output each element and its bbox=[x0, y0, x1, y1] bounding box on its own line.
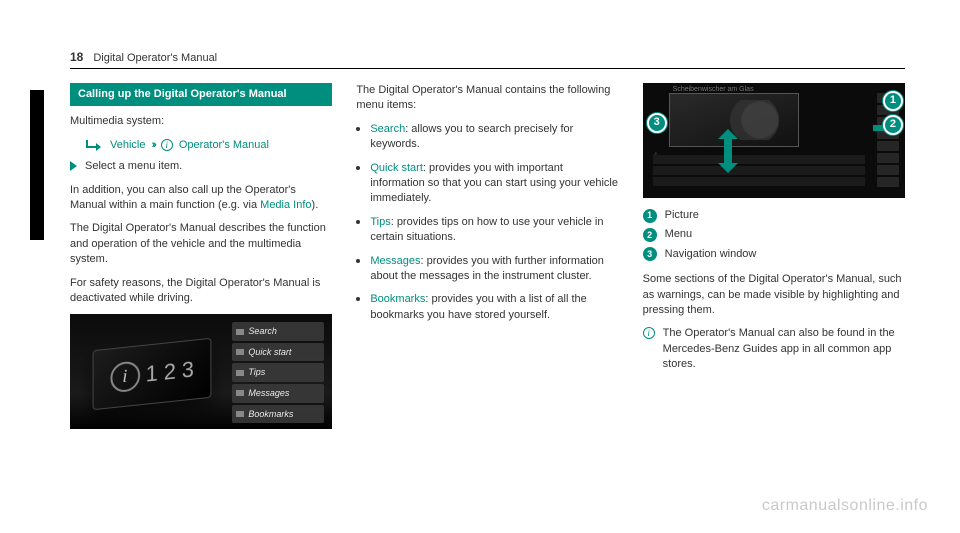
callout-1: 1 bbox=[883, 91, 903, 111]
figure-info-plate: i 1 2 3 bbox=[93, 338, 212, 410]
fig-menu-tips: Tips bbox=[232, 363, 324, 382]
fig-menu-bookmarks: Bookmarks bbox=[232, 405, 324, 424]
figure-nav-row bbox=[653, 155, 865, 164]
fig-num-1: 1 bbox=[146, 358, 158, 390]
item-messages: Messages: provides you with further info… bbox=[356, 254, 618, 285]
column-2: The Digital Operator's Manual contains t… bbox=[356, 83, 618, 429]
item-messages-key: Messages bbox=[370, 255, 420, 267]
multimedia-label: Multimedia system: bbox=[70, 114, 332, 129]
fig-menu-messages: Messages bbox=[232, 384, 324, 403]
item-tips-key: Tips bbox=[370, 216, 390, 228]
legend-num-2: 2 bbox=[643, 228, 657, 242]
menu-intro: The Digital Operator's Manual contains t… bbox=[356, 83, 618, 114]
figure-nav-row bbox=[653, 177, 865, 186]
item-bookmarks-key: Bookmarks bbox=[370, 293, 425, 305]
page-header: 18 Digital Operator's Manual bbox=[70, 50, 905, 69]
page-side-tab bbox=[30, 90, 44, 240]
fig-num-2: 2 bbox=[164, 356, 176, 388]
figure-info-icon: i bbox=[110, 361, 140, 394]
callout-2: 2 bbox=[883, 115, 903, 135]
safety-paragraph: For safety reasons, the Digital Operator… bbox=[70, 276, 332, 307]
figure-scroll-arrow-icon bbox=[715, 129, 741, 173]
section-banner: Calling up the Digital Operator's Manual bbox=[70, 83, 332, 106]
figure-side-menu: Search Quick start Tips Messages Bookmar… bbox=[232, 322, 324, 425]
addition-media-info: Media Info bbox=[260, 199, 311, 211]
column-1: Calling up the Digital Operator's Manual… bbox=[70, 83, 332, 429]
legend-num-3: 3 bbox=[643, 247, 657, 261]
hook-arrow-icon bbox=[86, 140, 104, 150]
hint-info-icon: i bbox=[643, 327, 655, 339]
legend-num-1: 1 bbox=[643, 209, 657, 223]
item-quickstart-key: Quick start bbox=[370, 162, 423, 174]
legend-row-3: 3 Navigation window bbox=[643, 247, 905, 262]
item-tips: Tips: provides tips on how to use your v… bbox=[356, 215, 618, 246]
legend-row-1: 1 Picture bbox=[643, 208, 905, 223]
menu-path: Vehicle ›› i Operator's Manual bbox=[70, 138, 332, 153]
header-title: Digital Operator's Manual bbox=[93, 52, 217, 64]
content-columns: Calling up the Digital Operator's Manual… bbox=[70, 83, 905, 429]
item-bookmarks: Bookmarks: provides you with a list of a… bbox=[356, 292, 618, 323]
figure-detail-view: Scheibenwischer am Glas ⚠ 1 2 3 bbox=[643, 83, 905, 198]
hint: i The Operator's Manual can also be foun… bbox=[643, 326, 905, 372]
watermark: carmanualsonline.info bbox=[762, 497, 928, 515]
description-paragraph: The Digital Operator's Manual describes … bbox=[70, 221, 332, 267]
page-number: 18 bbox=[70, 50, 83, 64]
item-tips-text: : provides tips on how to use your vehic… bbox=[370, 216, 603, 243]
legend-text-3: Navigation window bbox=[665, 247, 757, 262]
figure-main-menu: i 1 2 3 Search Quick start Tips Messages… bbox=[70, 314, 332, 429]
action-text: Select a menu item. bbox=[85, 159, 182, 174]
fig-menu-quickstart: Quick start bbox=[232, 343, 324, 362]
chevron-separator-icon: ›› bbox=[151, 138, 154, 153]
addition-paragraph: In addition, you can also call up the Op… bbox=[70, 183, 332, 214]
fig-menu-search: Search bbox=[232, 322, 324, 341]
item-quickstart: Quick start: provides you with important… bbox=[356, 161, 618, 207]
figure-navigation-panel bbox=[653, 155, 865, 193]
sections-note: Some sections of the Digital Operator's … bbox=[643, 272, 905, 318]
legend-text-1: Picture bbox=[665, 208, 699, 223]
info-circle-icon: i bbox=[161, 139, 173, 151]
addition-text-c: ). bbox=[312, 199, 319, 211]
action-select: Select a menu item. bbox=[70, 159, 332, 174]
legend-text-2: Menu bbox=[665, 227, 693, 242]
item-search: Search: allows you to search precisely f… bbox=[356, 122, 618, 153]
menu-items-list: Search: allows you to search precisely f… bbox=[356, 122, 618, 323]
callout-3: 3 bbox=[647, 113, 667, 133]
hint-text: The Operator's Manual can also be found … bbox=[663, 326, 905, 372]
figure-nav-row bbox=[653, 166, 865, 175]
column-3: Scheibenwischer am Glas ⚠ 1 2 3 1 bbox=[643, 83, 905, 429]
legend-row-2: 2 Menu bbox=[643, 227, 905, 242]
item-search-key: Search bbox=[370, 123, 405, 135]
fig-num-3: 3 bbox=[182, 354, 194, 386]
nav-vehicle: Vehicle bbox=[110, 138, 145, 153]
action-bullet-icon bbox=[70, 161, 77, 171]
nav-operators-manual: Operator's Manual bbox=[179, 138, 269, 153]
